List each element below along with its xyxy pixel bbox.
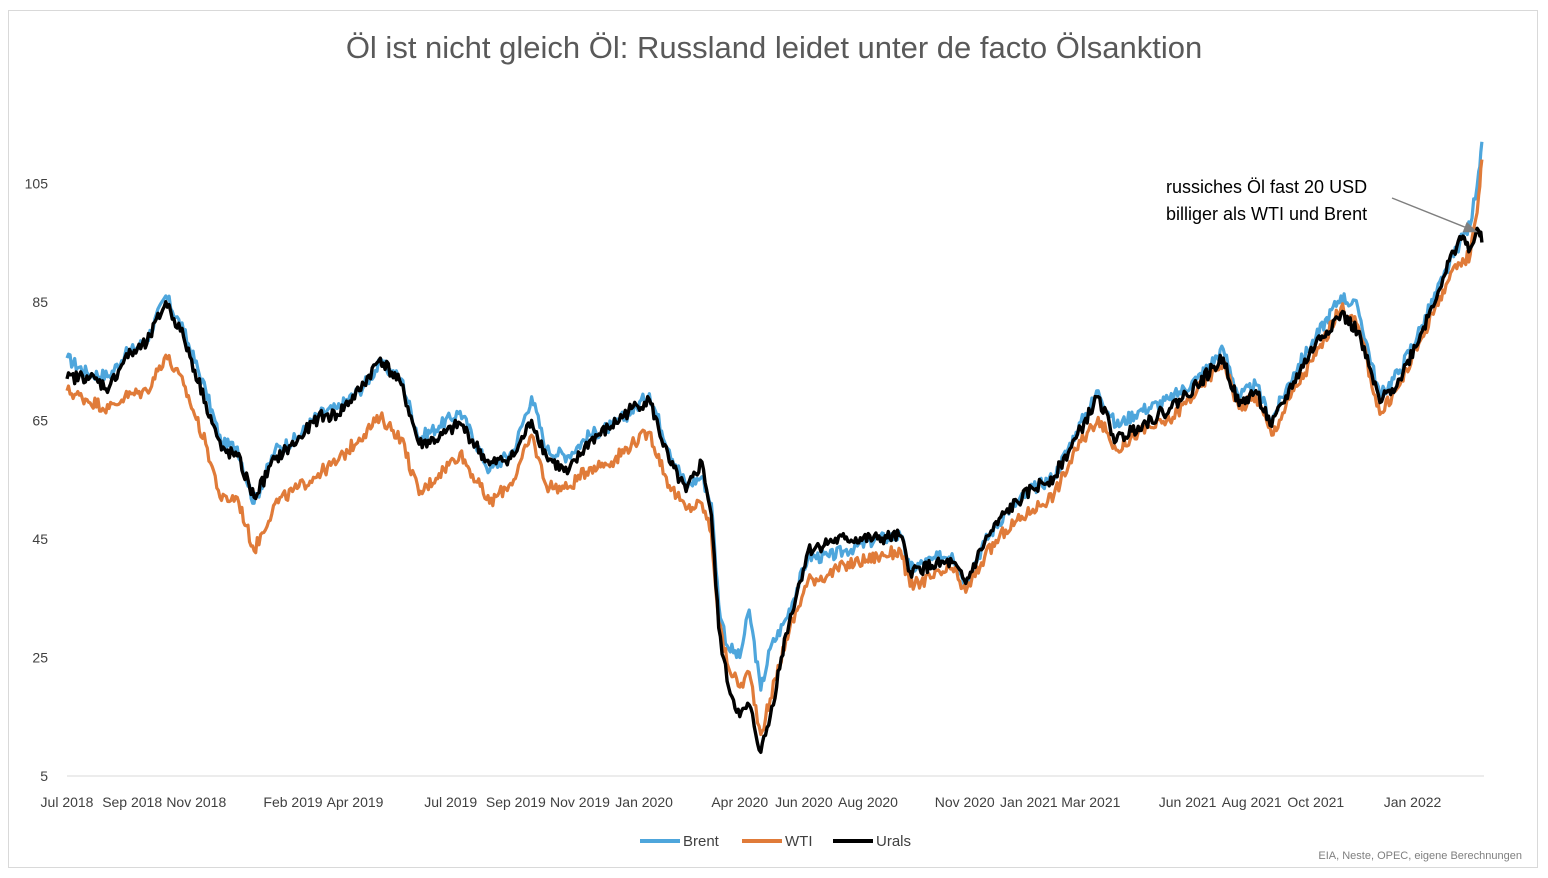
x-tick-label: Apr 2020 [711, 794, 768, 810]
x-tick-label: Jan 2020 [615, 794, 673, 810]
chart-title: Öl ist nicht gleich Öl: Russland leidet … [345, 30, 1203, 65]
x-tick-label: Nov 2018 [166, 794, 226, 810]
annotation-text: russiches Öl fast 20 USD billiger als WTI… [1166, 177, 1367, 224]
y-tick-label: 105 [25, 175, 49, 191]
source-note: EIA, Neste, OPEC, eigene Berechnungen [1318, 850, 1522, 862]
x-tick-label: Feb 2019 [263, 794, 322, 810]
y-tick-label: 25 [32, 649, 48, 665]
legend-label-wti: WTI [785, 833, 813, 850]
chart-frame [8, 10, 1538, 868]
x-axis: Jul 2018 Sep 2018 Nov 2018 Feb 2019 Apr 2019… [41, 775, 1484, 810]
x-tick-label: Sep 2018 [102, 794, 162, 810]
x-tick-label: Aug 2020 [838, 794, 898, 810]
x-tick-label: Jul 2018 [41, 794, 94, 810]
annotation-line: russiches Öl fast 20 USD [1166, 177, 1367, 197]
x-tick-label: Jun 2021 [1159, 794, 1217, 810]
x-tick-label: Jul 2019 [424, 794, 477, 810]
x-tick-label: Jan 2021 [1000, 794, 1058, 810]
x-tick-label: Apr 2019 [327, 794, 384, 810]
annotations: russiches Öl fast 20 USD billiger als WTI… [1166, 177, 1478, 233]
x-tick-label: Sep 2019 [486, 794, 546, 810]
legend: Brent WTI Urals [640, 833, 911, 850]
x-tick-label: Jan 2022 [1384, 794, 1442, 810]
x-tick-label: Jun 2020 [775, 794, 833, 810]
legend-label-urals: Urals [876, 833, 911, 850]
x-tick-label: Aug 2021 [1222, 794, 1282, 810]
y-tick-label: 65 [32, 412, 48, 428]
annotation-line: billiger als WTI und Brent [1166, 204, 1367, 224]
x-tick-label: Nov 2020 [935, 794, 995, 810]
y-tick-label: 45 [32, 531, 48, 547]
annotation-arrow [1391, 197, 1478, 233]
x-tick-label: Oct 2021 [1287, 794, 1344, 810]
legend-label-brent: Brent [683, 833, 720, 850]
y-axis: 5 25 45 65 85 105 [25, 175, 49, 784]
y-tick-label: 5 [40, 768, 48, 784]
x-tick-label: Mar 2021 [1061, 794, 1120, 810]
series-line-urals [65, 226, 1484, 754]
y-tick-label: 85 [32, 294, 48, 310]
series-lines [65, 141, 1484, 754]
x-tick-label: Nov 2019 [550, 794, 610, 810]
series-line-brent [65, 141, 1484, 692]
